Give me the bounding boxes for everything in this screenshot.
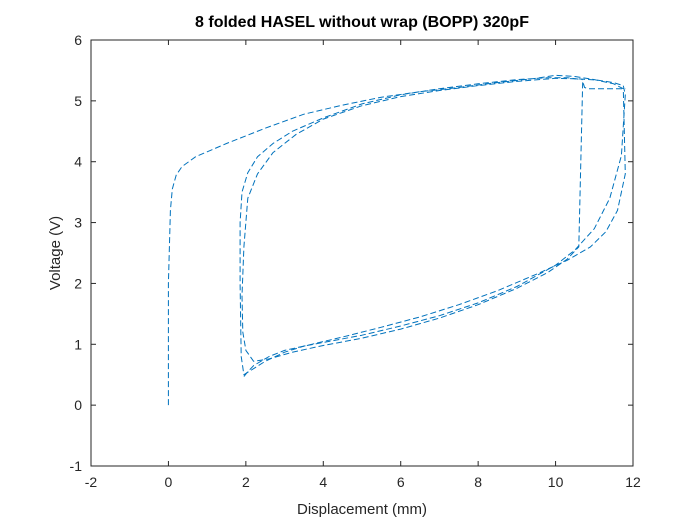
series-layer: [167, 74, 626, 406]
y-tick-label: 6: [74, 32, 82, 48]
y-tick-label: 2: [74, 275, 82, 291]
y-tick-label: 5: [74, 93, 82, 109]
chart-title: 8 folded HASEL without wrap (BOPP) 320pF: [195, 14, 529, 31]
series-line-2: [241, 77, 626, 377]
y-tick-label: 0: [74, 397, 82, 413]
x-tick-label: 2: [242, 474, 250, 490]
y-tick-label: 4: [74, 154, 82, 170]
x-tick-label: 6: [397, 474, 405, 490]
x-tick-label: 10: [548, 474, 564, 490]
y-axis-label: Voltage (V): [47, 216, 64, 290]
plot-area: [90, 39, 634, 467]
series-line-1: [167, 74, 626, 406]
x-axis-label: Displacement (mm): [297, 501, 427, 518]
y-tick-label: 3: [74, 215, 82, 231]
x-tick-label: 8: [474, 474, 482, 490]
y-tick-label: 1: [74, 336, 82, 352]
x-tick-label: 0: [165, 474, 173, 490]
x-tick-label: 12: [625, 474, 641, 490]
x-tick-label: -2: [85, 474, 98, 490]
x-tick-label: 4: [319, 474, 327, 490]
y-tick-label: -1: [70, 458, 83, 474]
